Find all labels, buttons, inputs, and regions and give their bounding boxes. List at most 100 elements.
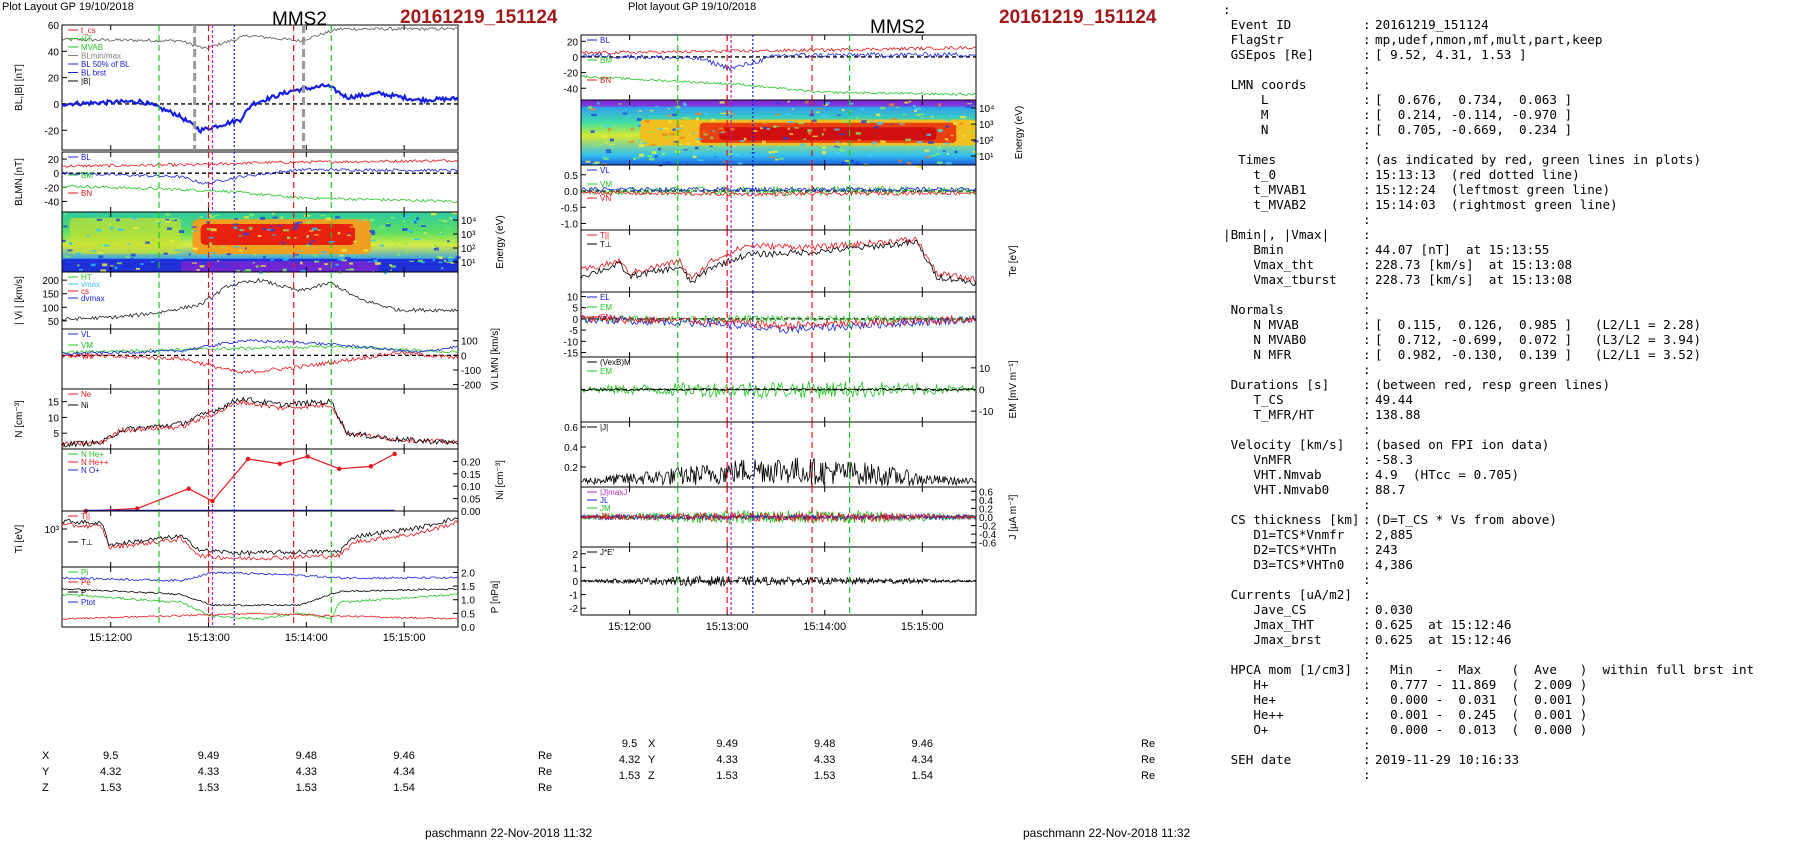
y-tick-label: 200 — [42, 276, 59, 287]
y-tick-label: 0.0 — [979, 513, 993, 524]
info-colon: : — [1363, 557, 1371, 572]
info-key: Bmin — [1223, 242, 1284, 257]
y-tick-label: 10¹ — [979, 152, 994, 163]
y-tick-label: 0.2 — [979, 504, 993, 515]
series-line-pe — [61, 612, 459, 620]
info-value: 0.030 — [1375, 602, 1413, 617]
position-unit: Re — [1141, 754, 1156, 766]
y-tick-label: 10 — [567, 292, 579, 303]
event-info-panel: : Event ID:20161219_151124 FlagStr: mp,ud… — [1223, 2, 1801, 797]
info-row: : — [1223, 647, 1801, 662]
legend-entry: EM — [600, 367, 612, 376]
right-plot-layout-label: Plot layout GP 19/10/2018 — [628, 1, 757, 13]
info-colon: : — [1363, 47, 1371, 62]
time-axis-label: 15:15:00 — [383, 632, 426, 644]
info-row: Jave_CS:0.030 — [1223, 602, 1801, 617]
y-tick-label: 0.6 — [564, 423, 578, 434]
position-label: X — [648, 738, 656, 750]
y-tick-label: 0 — [572, 315, 578, 326]
info-key: HPCA mom [1/cm3] — [1223, 662, 1352, 677]
he-plus-plus-point — [277, 461, 282, 467]
info-key: D2=TCS*VHTn — [1223, 542, 1337, 557]
info-value: 0.625 at 15:12:46 — [1375, 617, 1512, 632]
info-row: t_0:15:13:13 (red dotted line) — [1223, 167, 1801, 182]
y-tick-label: 0 — [53, 100, 59, 111]
info-colon: : — [1363, 167, 1371, 182]
info-value: 2019-11-29 10:16:33 — [1375, 752, 1520, 767]
position-value: 4.34 — [393, 766, 415, 778]
left-event-id: 20161219_151124 — [400, 7, 558, 28]
y-tick-label: 0 — [53, 169, 59, 180]
position-value: 4.33 — [813, 754, 836, 766]
y-tick-label: 5 — [53, 429, 59, 440]
panel-right-e-spec: 10⁴ 10³ 10² 10¹ Energy (eV) — [580, 99, 1025, 168]
position-value: 9.49 — [197, 750, 220, 762]
info-value: 20161219_151124 — [1375, 17, 1489, 32]
he-plus-plus-point — [245, 456, 251, 462]
legend-entry: t_cs — [81, 26, 96, 35]
info-value: Min - Max ( Ave ) within full brst int — [1375, 662, 1755, 677]
info-value: (D=T_CS * Vs from above) — [1375, 512, 1557, 527]
left-plot-layout-label: Plot Layout GP 19/10/2018 — [2, 1, 134, 13]
info-colon: : — [1363, 602, 1371, 617]
y-tick-label: 1.5 — [461, 582, 475, 593]
panel-left-ni-hpca: 0.20 0.150.10 0.050.00 Ni [cm⁻³] N He+N He++… — [61, 448, 506, 518]
legend-entry: Pi — [81, 568, 88, 577]
y-tick-label: 0.6 — [979, 487, 993, 498]
info-row: Vmax_tburst:228.73 [km/s] at 15:13:08 — [1223, 272, 1801, 287]
info-key: t_MVAB2 — [1223, 197, 1307, 212]
position-value: 4.33 — [295, 766, 318, 778]
legend-entry: BLmin/max — [81, 52, 121, 61]
legend-entry: BN — [81, 189, 92, 198]
series-line-ni — [61, 396, 459, 448]
position-value: 1.53 — [813, 770, 836, 782]
position-label: Y — [648, 754, 656, 766]
y-axis-label: BLMN [nT] — [14, 158, 25, 206]
info-row: SEH date:2019-11-29 10:16:33 — [1223, 752, 1801, 767]
info-value: (between red, resp green lines) — [1375, 377, 1611, 392]
info-row: : — [1223, 2, 1801, 17]
info-key: Currents [uA/m2] — [1223, 587, 1352, 602]
y-axis-label: Ti [eV] — [14, 525, 25, 554]
y-tick-label: 10 — [48, 413, 60, 424]
series-line-vexb — [580, 387, 977, 392]
info-key: T_MFR/HT — [1223, 407, 1314, 422]
series-line-ptot — [61, 571, 459, 583]
position-unit: Re — [538, 782, 553, 794]
y-tick-label: 100 — [461, 337, 478, 348]
series-line-bn — [61, 159, 459, 168]
y-tick-label: -15 — [564, 349, 579, 360]
info-key: He++ — [1223, 707, 1284, 722]
legend-entry: T|| — [81, 512, 90, 521]
info-row: t_MVAB2:15:14:03 (rightmost green line) — [1223, 197, 1801, 212]
series-line-b-total — [61, 26, 459, 50]
legend-entry: MVAB — [81, 43, 103, 52]
legend-entry: cs — [81, 287, 89, 296]
info-row: VnMFR: -58.3 — [1223, 452, 1801, 467]
y-tick-label: 50 — [48, 317, 60, 328]
info-key: D3=TCS*VHTn0 — [1223, 557, 1345, 572]
info-key: VHT.Nmvab — [1223, 467, 1322, 482]
position-value: 4.32 — [618, 754, 641, 766]
info-colon: : — [1363, 497, 1371, 512]
info-colon: : — [1363, 257, 1371, 272]
y-tick-label: 1.0 — [461, 596, 475, 607]
info-colon: : — [1363, 572, 1371, 587]
info-value: 4,386 — [1375, 557, 1413, 572]
info-key: M — [1223, 107, 1269, 122]
info-row: N MVAB0: [ 0.712, -0.699, 0.072 ] (L3/L2 … — [1223, 332, 1801, 347]
y-tick-label: 0.5 — [461, 609, 475, 620]
info-value: 138.88 — [1375, 407, 1421, 422]
info-row: t_MVAB1:15:12:24 (leftmost green line) — [1223, 182, 1801, 197]
info-row: N MVAB: [ 0.115, 0.126, 0.985 ] (L2/L1 = … — [1223, 317, 1801, 332]
info-row: T_CS:49.44 — [1223, 392, 1801, 407]
legend-entry: JM — [600, 504, 611, 513]
info-colon: : — [1363, 242, 1371, 257]
info-row: H+: 0.777 - 11.869 ( 2.009 ) — [1223, 677, 1801, 692]
info-row: : — [1223, 62, 1801, 77]
info-key: Vmax_tburst — [1223, 272, 1337, 287]
position-value: 4.33 — [716, 754, 738, 766]
position-value: 1.53 — [197, 782, 220, 794]
y-tick-label: 100 — [42, 303, 59, 314]
